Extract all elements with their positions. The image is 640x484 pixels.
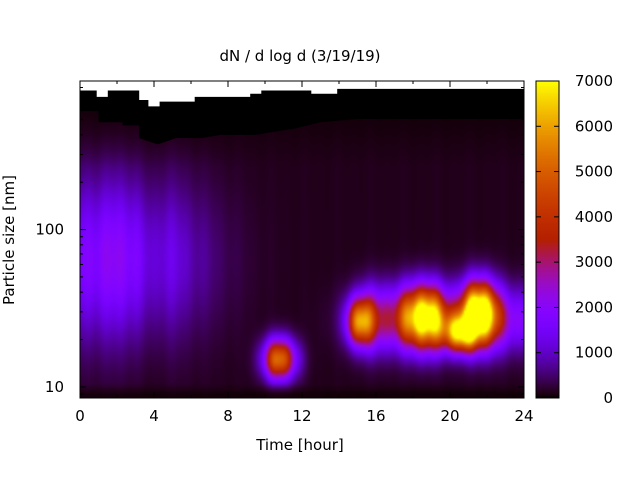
colorbar-tick-label: 6000 — [575, 117, 613, 135]
colorbar-tick-label: 7000 — [575, 72, 613, 90]
x-tick-label: 8 — [223, 407, 233, 425]
no-data-region — [80, 81, 524, 107]
colorbar: 0 1000 2000 3000 4000 5000 6000 7000 — [535, 72, 613, 407]
x-tick-label: 12 — [292, 407, 311, 425]
colorbar-axis: 0 1000 2000 3000 4000 5000 6000 7000 — [536, 72, 613, 407]
x-tick-label: 16 — [366, 407, 385, 425]
chart-title: dN / d log d (3/19/19) — [219, 47, 380, 65]
y-axis: 10 100 — [35, 87, 524, 396]
y-tick-label: 100 — [35, 221, 64, 239]
colorbar-tick-label: 2000 — [575, 298, 613, 316]
colorbar-tick-label: 0 — [603, 389, 613, 407]
y-axis-label: Particle size [nm] — [0, 175, 18, 305]
x-axis: 0 4 8 12 16 20 24 — [75, 81, 534, 425]
colorbar-frame — [535, 80, 560, 399]
x-tick-label: 24 — [514, 407, 533, 425]
heatmap-area — [80, 81, 524, 398]
x-tick-label: 20 — [440, 407, 459, 425]
colorbar-tick-label: 3000 — [575, 253, 613, 271]
x-axis-label: Time [hour] — [255, 436, 344, 454]
colorbar-tick-label: 4000 — [575, 208, 613, 226]
colorbar-tick-label: 5000 — [575, 163, 613, 181]
colorbar-tick-label: 1000 — [575, 344, 613, 362]
colorbar-gradient — [536, 81, 559, 398]
x-tick-label: 0 — [75, 407, 85, 425]
y-tick-label: 10 — [45, 378, 64, 396]
x-tick-label: 4 — [149, 407, 159, 425]
